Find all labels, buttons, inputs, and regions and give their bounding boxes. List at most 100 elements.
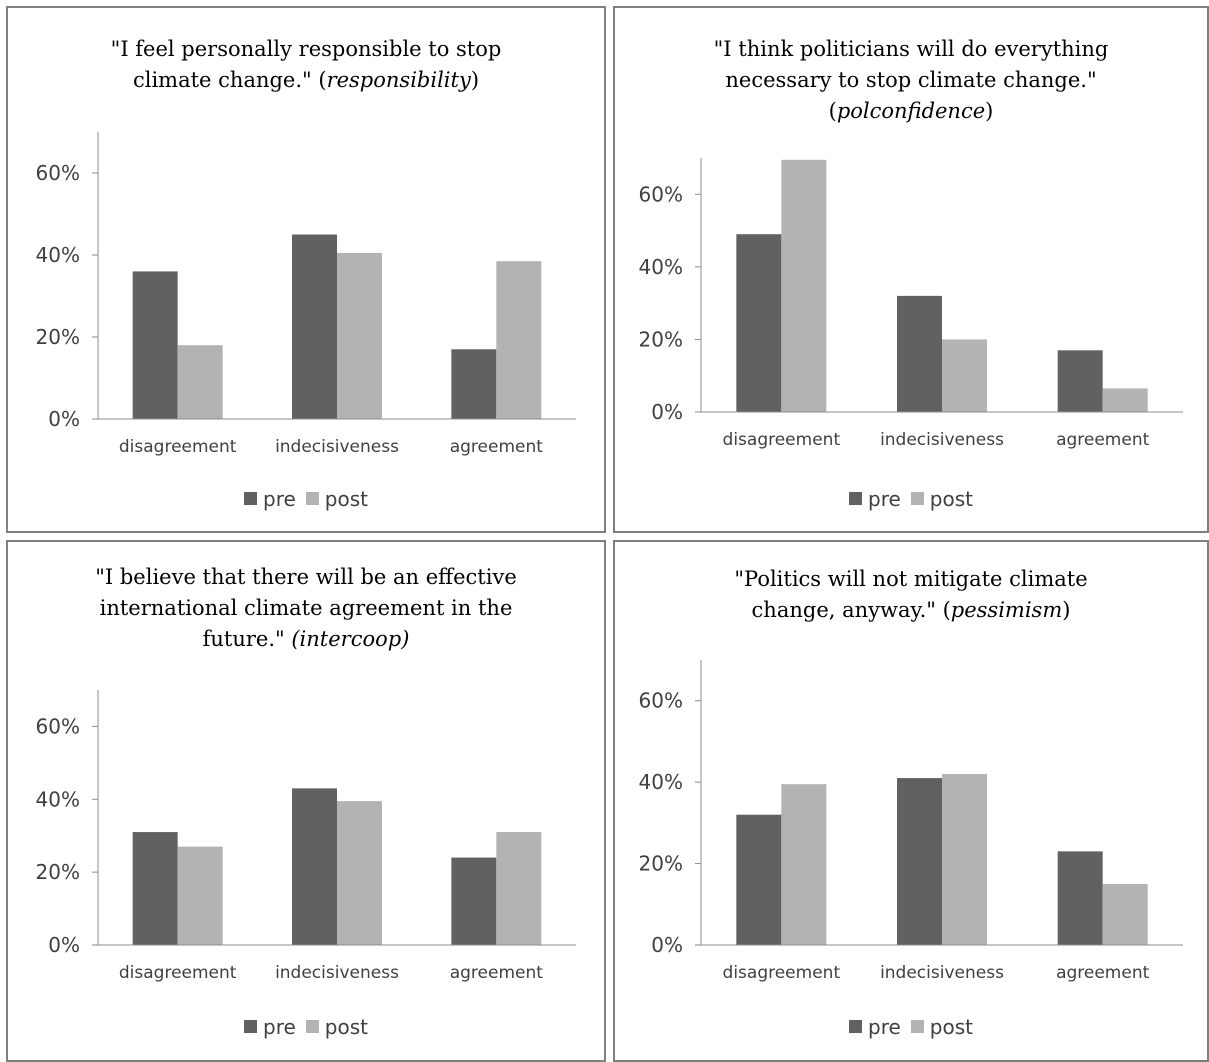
bar-chart-plot: 0% 20% 40% 60% disagreement indecisiveness agr… — [639, 660, 1183, 983]
chart-title: "Politics will not mitigate climate chang… — [615, 564, 1207, 626]
x-category-label: agreement — [450, 963, 544, 983]
bar-post-agreement — [496, 832, 542, 945]
bar-pre-indecisiveness — [292, 234, 337, 419]
chart-title-text: ( — [828, 99, 837, 123]
y-tick-label: 20% — [639, 852, 683, 876]
y-tick-label: 60% — [639, 182, 683, 206]
x-category-label: indecisiveness — [880, 963, 1004, 983]
chart-title-variable: (intercoop) — [291, 627, 410, 651]
legend-label: post — [929, 1014, 973, 1039]
chart-title-variable: pessimism — [950, 598, 1063, 622]
bar-post-agreement — [1102, 388, 1148, 412]
chart-legend: pre post — [615, 1014, 1207, 1039]
bar-pre-disagreement — [736, 814, 782, 945]
bar-post-disagreement — [177, 846, 223, 945]
y-tick-label: 20% — [36, 325, 80, 349]
x-category-label: agreement — [1056, 963, 1150, 983]
bar-post-indecisiveness — [942, 339, 987, 412]
bar-post-indecisiveness — [337, 801, 382, 945]
legend-item-post: post — [910, 1014, 973, 1039]
legend-item-pre: pre — [849, 487, 901, 511]
y-tick-label: 0% — [651, 400, 683, 424]
legend-label: pre — [263, 1014, 296, 1039]
y-tick-label: 0% — [651, 933, 683, 957]
bar-pre-agreement — [451, 349, 497, 419]
y-tick-label: 60% — [36, 161, 80, 185]
y-tick-label: 40% — [36, 243, 80, 267]
bar-pre-indecisiveness — [292, 788, 337, 945]
bar-post-indecisiveness — [942, 774, 987, 945]
bar-pre-agreement — [1057, 350, 1103, 412]
y-tick-label: 0% — [48, 407, 80, 431]
bar-chart-plot: 0% 20% 40% 60% disagreement indecisiveness agr… — [639, 158, 1183, 450]
legend-label: post — [324, 486, 368, 511]
chart-title-line: future." (intercoop) — [8, 624, 604, 655]
chart-panel-4: "Politics will not mitigate climate chang… — [613, 540, 1209, 1062]
x-category-label: indecisiveness — [880, 430, 1004, 450]
chart-title: "I think politicians will do everything n… — [615, 34, 1207, 127]
chart-title-variable: polconfidence — [836, 99, 986, 123]
x-category-label: disagreement — [723, 430, 841, 450]
chart-title-line: "I think politicians will do everything — [615, 34, 1207, 65]
chart-title-line: "Politics will not mitigate climate — [615, 564, 1207, 595]
chart-legend: pre post — [8, 1014, 604, 1039]
y-tick-label: 60% — [36, 714, 80, 738]
x-category-label: disagreement — [119, 963, 237, 983]
x-category-label: disagreement — [723, 963, 841, 983]
chart-title-text: "Politics will not mitigate climate — [734, 567, 1088, 591]
chart-title-line: "I believe that there will be an effecti… — [8, 562, 604, 593]
bar-pre-agreement — [451, 857, 497, 945]
chart-title-line: (polconfidence) — [615, 96, 1207, 127]
legend-label: pre — [868, 1014, 901, 1039]
x-category-label: indecisiveness — [275, 963, 399, 983]
chart-title-line: necessary to stop climate change." — [615, 65, 1207, 96]
bar-pre-disagreement — [132, 271, 178, 419]
legend-item-post: post — [305, 486, 368, 511]
bar-pre-indecisiveness — [897, 295, 942, 412]
x-category-label: indecisiveness — [275, 437, 399, 457]
legend-swatch — [849, 492, 862, 505]
legend-label: pre — [263, 486, 296, 511]
chart-title-text: ) — [1062, 598, 1071, 622]
legend-swatch — [910, 1020, 924, 1033]
chart-title-line: climate change." (responsibility) — [8, 65, 604, 96]
chart-title-text: necessary to stop climate change." — [725, 68, 1097, 92]
legend-label: post — [929, 486, 973, 511]
chart-title-line: "I feel personally responsible to stop — [8, 34, 604, 65]
legend-swatch — [305, 492, 319, 505]
y-tick-label: 40% — [36, 787, 80, 811]
chart-legend: pre post — [8, 486, 604, 511]
y-tick-label: 60% — [639, 689, 683, 713]
bar-pre-indecisiveness — [897, 778, 942, 945]
bar-post-disagreement — [177, 345, 223, 419]
legend-item-post: post — [305, 1015, 368, 1039]
legend-swatch — [305, 1020, 319, 1033]
y-tick-label: 40% — [639, 770, 683, 794]
bar-post-agreement — [496, 261, 542, 419]
legend-swatch — [244, 1020, 257, 1033]
chart-panel-1: "I feel personally responsible to stop cl… — [6, 6, 606, 533]
legend-item-pre: pre — [244, 487, 296, 511]
chart-panel-2: "I think politicians will do everything n… — [613, 6, 1209, 533]
chart-title-text: ) — [985, 99, 994, 123]
bar-chart-plot: 0% 20% 40% 60% disagreement indecisiveness agr… — [36, 690, 576, 983]
bar-pre-agreement — [1057, 851, 1103, 945]
chart-title-line: change, anyway." (pessimism) — [615, 595, 1207, 626]
chart-title-text: climate change." ( — [132, 68, 327, 92]
x-category-label: disagreement — [119, 437, 237, 457]
bar-post-agreement — [1102, 883, 1148, 945]
legend-label: pre — [868, 486, 901, 511]
legend-item-pre: pre — [244, 1015, 296, 1039]
chart-title-variable: responsibility — [326, 68, 471, 92]
chart-title-text: future." — [202, 627, 292, 651]
y-tick-label: 0% — [48, 933, 80, 957]
legend-swatch — [244, 492, 257, 505]
x-category-label: agreement — [1056, 430, 1150, 450]
chart-title-text: "I think politicians will do everything — [713, 37, 1109, 61]
y-tick-label: 20% — [36, 860, 80, 884]
chart-title-text: "I feel personally responsible to stop — [110, 37, 502, 61]
chart-legend: pre post — [615, 486, 1207, 511]
bar-chart-plot: 0% 20% 40% 60% disagreement indecisiveness agr… — [36, 132, 576, 457]
legend-swatch — [849, 1020, 862, 1033]
chart-title-line: international climate agreement in the — [8, 593, 604, 624]
